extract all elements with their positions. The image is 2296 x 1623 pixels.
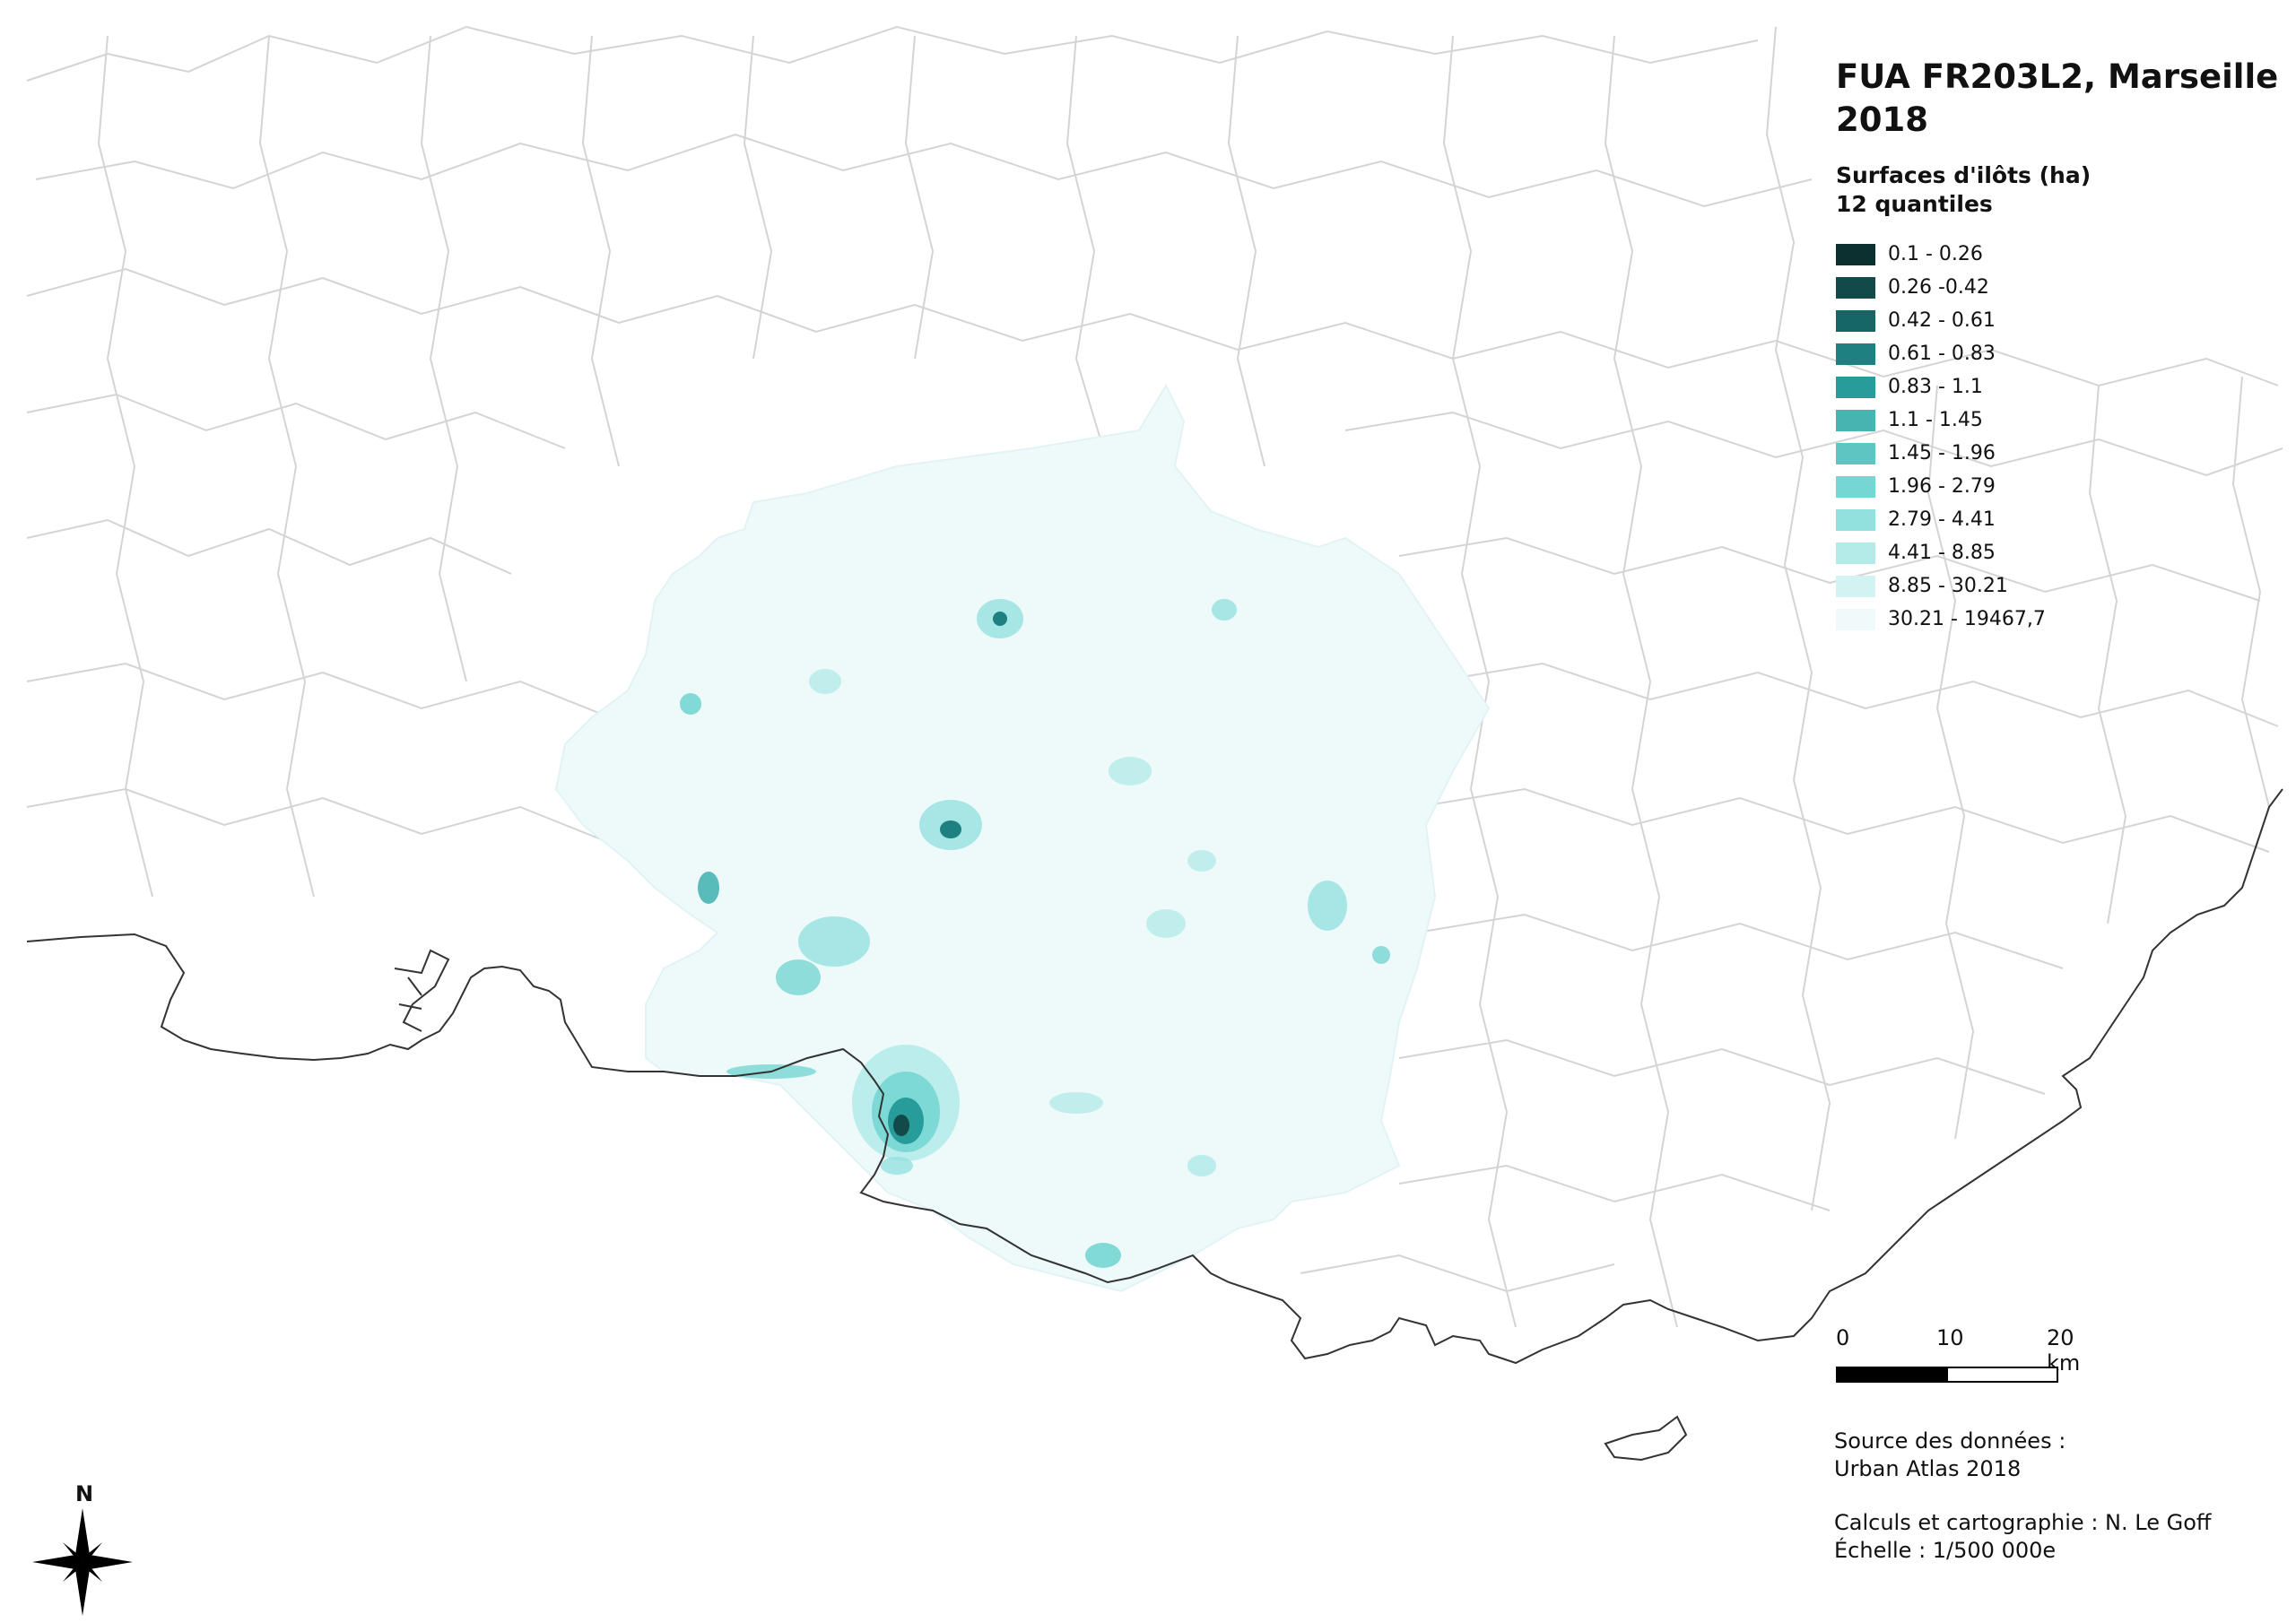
north-label: N: [75, 1481, 94, 1506]
legend-label: 1.96 - 2.79: [1888, 475, 1996, 498]
legend-label: 2.79 - 4.41: [1888, 508, 1996, 531]
coastline: [26, 788, 2283, 1365]
legend-label: 0.61 - 0.83: [1888, 343, 1996, 365]
legend-label: 4.41 - 8.85: [1888, 542, 1996, 564]
legend-item: 8.85 - 30.21: [1836, 569, 2046, 603]
legend-label: 0.1 - 0.26: [1888, 243, 1983, 265]
legend-swatch: [1836, 276, 1875, 299]
legend-swatch: [1836, 309, 1875, 332]
legend-item: 0.83 - 1.1: [1836, 370, 2046, 404]
legend-label: 0.83 - 1.1: [1888, 376, 1983, 398]
source-line2: Urban Atlas 2018: [1834, 1456, 2022, 1481]
legend-item: 4.41 - 8.85: [1836, 536, 2046, 569]
data-source: Source des données : Urban Atlas 2018: [1834, 1428, 2066, 1483]
legend-swatch: [1836, 608, 1875, 630]
legend-item: 30.21 - 19467,7: [1836, 603, 2046, 636]
legend-swatch: [1836, 442, 1875, 464]
scale-segment-white: [1946, 1367, 2058, 1383]
legend-label: 1.45 - 1.96: [1888, 442, 1996, 464]
commune-boundaries: [26, 25, 2283, 1328]
legend-swatch: [1836, 376, 1875, 398]
scale-segment-black: [1836, 1367, 1948, 1383]
credits: Calculs et cartographie : N. Le Goff Éch…: [1834, 1509, 2211, 1565]
scale-label-10: 10: [1936, 1325, 1964, 1350]
legend-swatch: [1836, 343, 1875, 365]
legend-title-line2: 12 quantiles: [1836, 191, 1993, 217]
urban-density: [680, 599, 1390, 1268]
legend-title-line1: Surfaces d'ilôts (ha): [1836, 162, 2092, 188]
legend-swatch: [1836, 475, 1875, 498]
legend-swatch: [1836, 243, 1875, 265]
legend-item: 0.42 - 0.61: [1836, 304, 2046, 337]
credits-line1: Calculs et cartographie : N. Le Goff: [1834, 1510, 2212, 1535]
legend-swatch: [1836, 542, 1875, 564]
map-title-line2: 2018: [1836, 100, 1928, 139]
port-structures: [394, 949, 450, 1032]
legend-item: 0.1 - 0.26: [1836, 238, 2046, 271]
scale-bar: 0 10 20 km: [1836, 1325, 2080, 1388]
map-title: FUA FR203L2, Marseille 2018: [1836, 56, 2278, 142]
legend-item: 1.96 - 2.79: [1836, 470, 2046, 503]
legend-swatch: [1836, 575, 1875, 597]
island: [1604, 1415, 1688, 1462]
legend-label: 0.42 - 0.61: [1888, 309, 1996, 332]
legend-title: Surfaces d'ilôts (ha) 12 quantiles: [1836, 161, 2091, 219]
legend-label: 1.1 - 1.45: [1888, 409, 1983, 431]
legend-swatch: [1836, 409, 1875, 431]
legend-item: 0.61 - 0.83: [1836, 337, 2046, 370]
source-line1: Source des données :: [1834, 1428, 2066, 1454]
map-title-line1: FUA FR203L2, Marseille: [1836, 57, 2279, 96]
legend-label: 30.21 - 19467,7: [1888, 608, 2046, 630]
legend-item: 1.45 - 1.96: [1836, 437, 2046, 470]
legend-swatch: [1836, 508, 1875, 531]
scale-label-0: 0: [1836, 1325, 1850, 1350]
legend-label: 0.26 -0.42: [1888, 276, 1989, 299]
north-arrow-icon: [32, 1508, 133, 1616]
credits-line2: Échelle : 1/500 000e: [1834, 1538, 2057, 1563]
legend-item: 1.1 - 1.45: [1836, 404, 2046, 437]
legend-item: 2.79 - 4.41: [1836, 503, 2046, 536]
legend-label: 8.85 - 30.21: [1888, 575, 2008, 597]
legend-item: 0.26 -0.42: [1836, 271, 2046, 304]
legend: 0.1 - 0.26 0.26 -0.42 0.42 - 0.61 0.61 - 0.…: [1836, 238, 2046, 636]
